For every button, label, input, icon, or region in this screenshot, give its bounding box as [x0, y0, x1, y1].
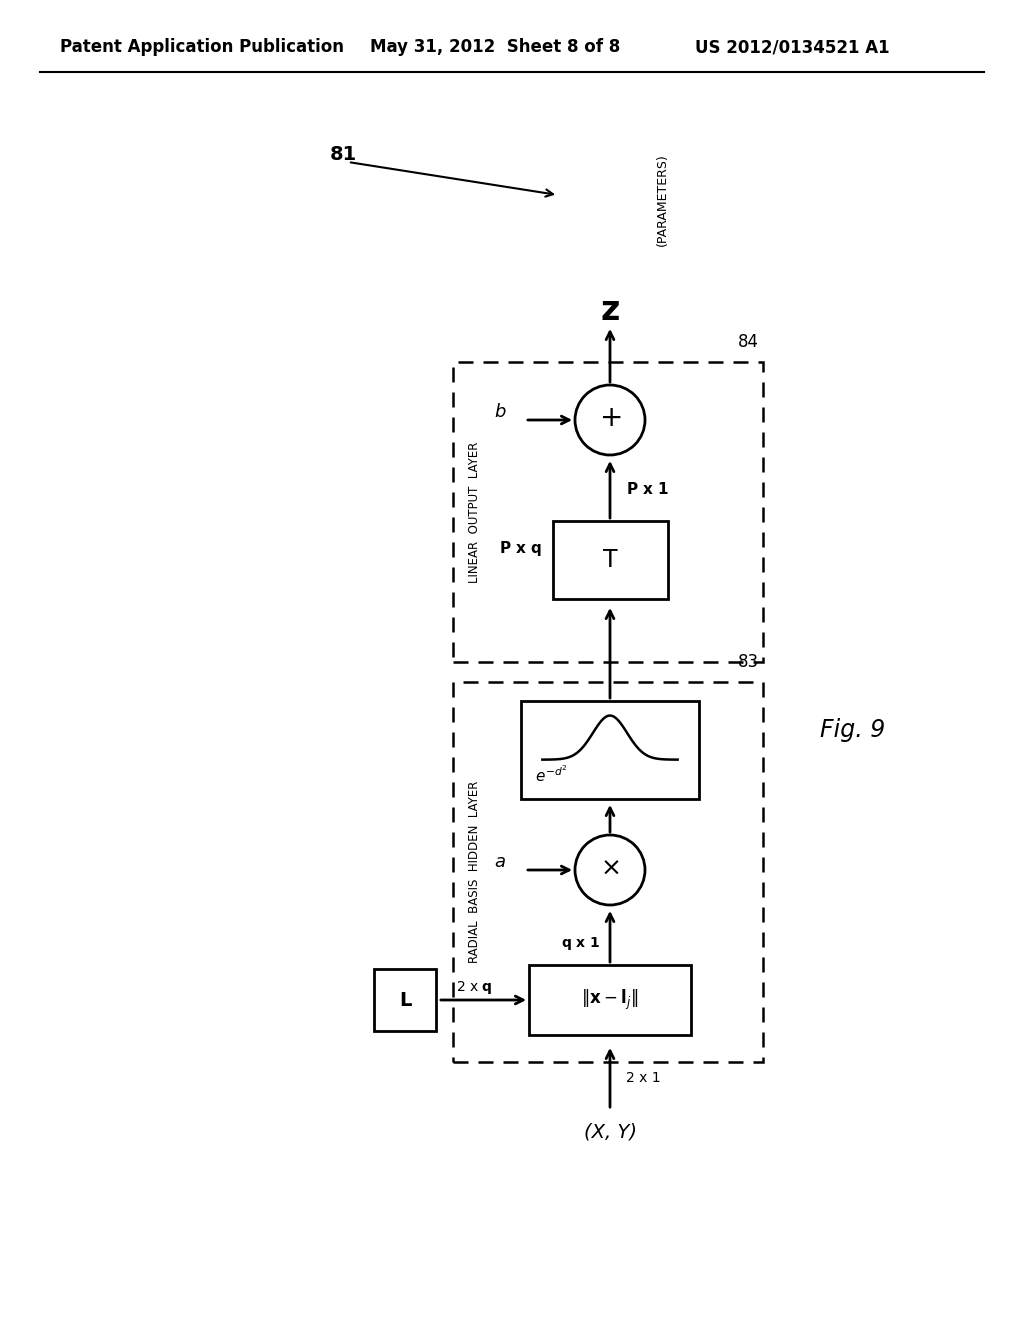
Text: $e^{-d^2}$: $e^{-d^2}$	[535, 764, 567, 785]
Ellipse shape	[575, 385, 645, 455]
Text: b: b	[495, 403, 506, 421]
Text: $\mathbf{P}$ x $\mathbf{q}$: $\mathbf{P}$ x $\mathbf{q}$	[500, 539, 543, 557]
Text: (X, Y): (X, Y)	[584, 1122, 637, 1142]
Ellipse shape	[575, 836, 645, 906]
Text: May 31, 2012  Sheet 8 of 8: May 31, 2012 Sheet 8 of 8	[370, 38, 621, 55]
Bar	[529, 965, 691, 1035]
Bar	[453, 362, 763, 663]
Text: a: a	[495, 853, 506, 871]
Text: $+$: $+$	[599, 404, 622, 432]
Text: US 2012/0134521 A1: US 2012/0134521 A1	[695, 38, 890, 55]
Text: $\mathbf{P}$ x 1: $\mathbf{P}$ x 1	[626, 482, 669, 498]
Text: 2 x $\mathbf{q}$: 2 x $\mathbf{q}$	[456, 979, 493, 997]
Text: LINEAR  OUTPUT  LAYER: LINEAR OUTPUT LAYER	[469, 441, 481, 582]
Text: 84: 84	[738, 333, 759, 351]
Text: 83: 83	[738, 653, 759, 671]
Text: (PARAMETERS): (PARAMETERS)	[655, 153, 669, 247]
Text: $\|\mathbf{x} - \mathbf{l}_j\|$: $\|\mathbf{x} - \mathbf{l}_j\|$	[582, 987, 639, 1012]
Text: Patent Application Publication: Patent Application Publication	[60, 38, 344, 55]
Text: RADIAL  BASIS  HIDDEN  LAYER: RADIAL BASIS HIDDEN LAYER	[469, 781, 481, 964]
Bar	[374, 969, 436, 1031]
Text: L: L	[398, 990, 412, 1010]
Bar	[453, 682, 763, 1063]
Text: $\mathbf{q}$ x 1: $\mathbf{q}$ x 1	[561, 935, 600, 952]
Bar	[521, 701, 699, 799]
Text: T: T	[603, 548, 617, 572]
Text: $\times$: $\times$	[600, 855, 620, 880]
Text: 2 x 1: 2 x 1	[626, 1071, 660, 1085]
Text: $\mathbf{z}$: $\mathbf{z}$	[600, 293, 620, 326]
Bar	[553, 521, 668, 599]
Text: 81: 81	[330, 145, 357, 165]
Text: Fig. 9: Fig. 9	[820, 718, 886, 742]
